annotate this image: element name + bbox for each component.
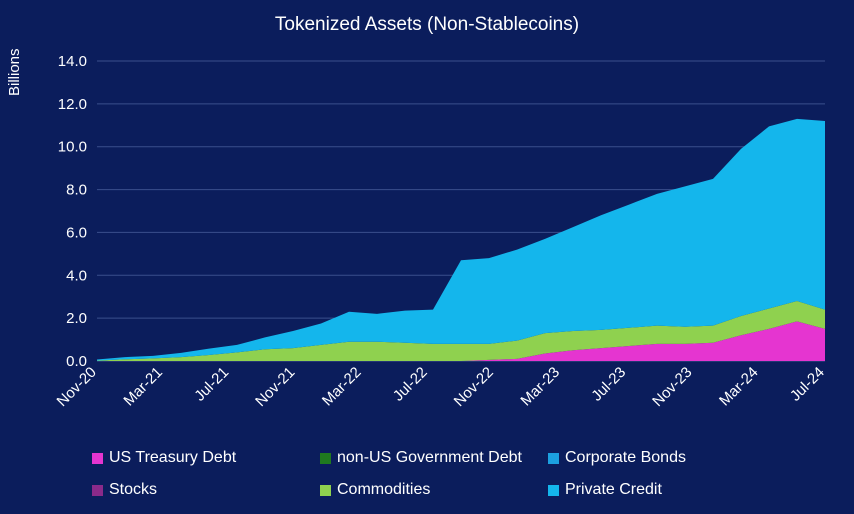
legend-label: Stocks xyxy=(109,481,158,498)
legend-item-commodities: Commodities xyxy=(320,481,430,499)
x-tick-label: Mar-23 xyxy=(517,364,563,410)
legend-swatch xyxy=(548,452,559,464)
legend-item-stocks: Stocks xyxy=(92,481,157,499)
x-tick-label: Jul-21 xyxy=(191,364,232,405)
legend-label: Commodities xyxy=(337,481,431,498)
x-tick-label: Mar-22 xyxy=(319,364,365,410)
y-tick-labels: 0.0 2.0 4.0 6.0 8.0 10.0 12.0 14.0 xyxy=(58,53,87,370)
legend-label: non-US Government Debt xyxy=(337,449,522,466)
legend-label: US Treasury Debt xyxy=(109,449,237,466)
y-tick-label: 4.0 xyxy=(66,267,87,284)
chart-title: Tokenized Assets (Non-Stablecoins) xyxy=(274,14,580,35)
legend-label: Corporate Bonds xyxy=(565,449,686,466)
x-tick-label: Mar-24 xyxy=(716,364,762,410)
legend-swatch xyxy=(92,452,103,464)
series-areas xyxy=(97,118,825,361)
x-tick-label: Nov-23 xyxy=(649,364,695,410)
x-tick-labels: Nov-20 Mar-21 Jul-21 Nov-21 Mar-22 Jul-22 Nov-… xyxy=(54,364,828,410)
x-tick-label: Jul-22 xyxy=(390,364,431,405)
legend-item-corporate-bonds: Corporate Bonds xyxy=(548,449,686,467)
series-area-us-treasury-debt xyxy=(97,321,825,361)
legend-swatch xyxy=(320,484,331,496)
legend-item-non-us-govt: non-US Government Debt xyxy=(320,449,522,467)
legend-swatch xyxy=(92,484,103,496)
y-tick-label: 10.0 xyxy=(58,139,87,156)
series-area-commodities xyxy=(97,301,825,361)
x-tick-label: Jul-24 xyxy=(787,364,828,405)
legend-item-us-treasury: US Treasury Debt xyxy=(92,449,236,467)
legend-label: Private Credit xyxy=(565,481,662,498)
x-tick-label: Nov-21 xyxy=(252,364,298,410)
x-tick-label: Mar-21 xyxy=(120,364,166,410)
series-area-private-credit xyxy=(97,118,825,361)
legend-swatch xyxy=(548,484,559,496)
y-tick-label: 12.0 xyxy=(58,96,87,113)
x-tick-label: Nov-20 xyxy=(54,364,100,410)
y-tick-label: 2.0 xyxy=(66,310,87,327)
y-tick-label: 6.0 xyxy=(66,224,87,241)
legend-item-private-credit: Private Credit xyxy=(548,481,662,499)
legend-swatch xyxy=(320,452,331,464)
y-tick-label: 0.0 xyxy=(66,353,87,370)
x-tick-label: Nov-22 xyxy=(451,364,497,410)
y-tick-label: 8.0 xyxy=(66,182,87,199)
x-tick-label: Jul-23 xyxy=(588,364,629,405)
y-tick-label: 14.0 xyxy=(58,53,87,70)
